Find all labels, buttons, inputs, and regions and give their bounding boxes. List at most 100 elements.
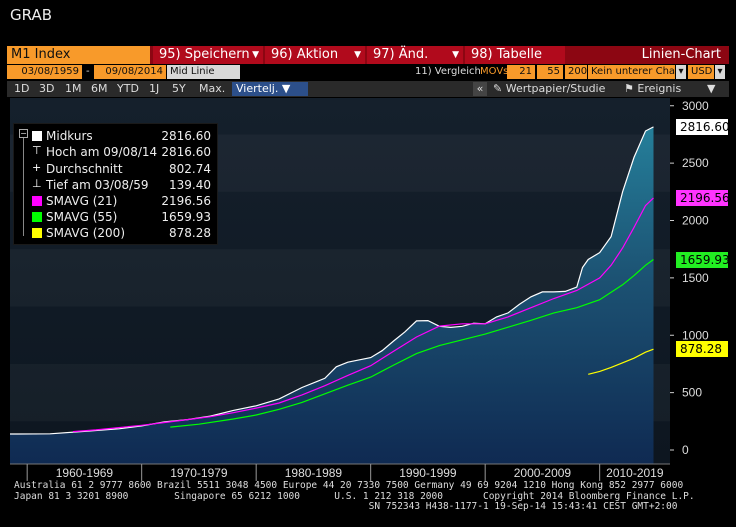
window-title: GRAB [10,6,52,24]
edit-button[interactable]: 97) Änd. ▼ [367,46,463,64]
x-decade-label: 1990-1999 [399,466,457,480]
high-marker-icon: ⊤ [32,144,42,157]
square-icon [32,212,42,222]
legend-label: Hoch am 09/08/14 [46,145,158,159]
chevron-down-icon[interactable]: ▾ [676,65,686,79]
series-line-smavg-21 [72,197,654,433]
last-value-tag-smavg55: 1659.93 [676,251,730,268]
period-6m[interactable]: 6M [91,82,108,95]
action-label: Aktion [296,47,339,62]
series-line-smavg-200 [588,348,654,375]
mov2-field[interactable]: 55 [537,65,563,79]
chevron-down-icon: ▼ [452,50,459,60]
footer-line-3: SN 752343 H438-1177-1 19-Sep-14 15:43:41… [14,501,678,512]
legend-item-low[interactable]: ⊥ Tief am 03/08/59 139.40 [14,177,217,193]
series-line-smavg-55 [170,259,654,428]
period-1m[interactable]: 1M [65,82,82,95]
chevron-down-icon: ▼ [281,82,291,95]
collapse-button[interactable]: « [473,82,487,96]
legend-item-smavg21[interactable]: SMAVG (21) 2196.56 [14,193,217,209]
average-marker-icon: + [32,161,42,174]
last-value-tag-smavg21: 2196.56 [676,189,730,206]
square-icon [32,196,42,206]
legend-value: 802.74 [169,162,211,176]
period-ytd[interactable]: YTD [117,82,139,95]
legend-item-smavg200[interactable]: SMAVG (200) 878.28 [14,225,217,241]
table-button[interactable]: 98) Tabelle [465,46,565,64]
save-as-button[interactable]: 95) Speichern al▼ [153,46,263,80]
events-button[interactable]: ⚑ Ereignis [624,82,681,96]
square-icon [32,131,42,141]
y-tick-label: 2500 [682,156,709,170]
footer-line-2: Japan 81 3 3201 8900 Singapore 65 6212 1… [14,490,695,502]
legend-label: Midkurs [46,129,93,143]
x-decade-label: 2000-2009 [514,466,572,480]
footer-line-1: Australia 61 2 9777 8600 Brazil 5511 304… [14,480,684,491]
mode-select[interactable]: Mid Linie [167,65,240,79]
period-3d[interactable]: 3D [39,82,55,95]
chevron-down-icon: ▼ [354,50,361,60]
legend-tree-line [23,138,24,236]
price-area [10,126,654,465]
legend-label: Tief am 03/08/59 [46,178,149,192]
chevron-down-icon[interactable]: ▾ [715,65,725,79]
chart-type-label: Linien-Chart [641,47,721,62]
last-value-tag-smavg200: 878.28 [676,341,728,358]
table-num: 98) [471,47,493,62]
y-tick-label: 3000 [682,99,709,113]
y-tick-label: 0 [682,443,689,457]
legend-label: SMAVG (55) [46,210,118,224]
legend-value: 1659.93 [161,210,211,224]
mov1-field[interactable]: 21 [507,65,535,79]
action-num: 96) [271,47,293,62]
legend-item-smavg55[interactable]: SMAVG (55) 1659.93 [14,209,217,225]
edit-num: 97) [373,47,395,62]
chevron-down-icon: ▼ [252,50,259,60]
period-1d[interactable]: 1D [14,82,30,95]
start-date-field[interactable]: 03/08/1959 [7,65,82,79]
command-bar: M1 Index 95) Speichern al▼ 96) Aktion ▼ 9… [7,46,729,80]
legend-label: SMAVG (200) [46,226,126,240]
table-label: Tabelle [496,47,542,62]
legend-collapse-icon[interactable]: − [19,129,28,138]
legend-label: SMAVG (21) [46,194,118,208]
legend-value: 139.40 [169,178,211,192]
edit-label: Änd. [398,47,429,62]
movs-label: MOVs [480,66,509,77]
period-row: 1D 3D 1M 6M YTD 1J 5Y Max. Viertelj. ▼ «… [7,81,729,97]
legend: − Midkurs 2816.60 ⊤ Hoch am 09/08/14 281… [13,123,218,245]
period-1j[interactable]: 1J [149,82,160,95]
period-5y[interactable]: 5Y [172,82,186,95]
frequency-label: Viertelj. [236,82,279,95]
security-study-button[interactable]: ✎ Wertpapier/Studie [493,82,605,96]
chevron-down-icon[interactable]: ▼ [707,82,716,95]
x-decade-label: 1980-1989 [285,466,343,480]
action-button[interactable]: 96) Aktion ▼ [265,46,365,64]
security-study-label: Wertpapier/Studie [505,82,606,95]
mov3-field[interactable]: 200 [565,65,587,79]
parameter-row: 03/08/1959 - 09/08/2014 Mid Linie 11) Ve… [7,65,729,79]
last-value-tag-midkurs: 2816.60 [676,118,730,135]
y-tick-label: 2000 [682,214,709,228]
currency-select[interactable]: USD [688,65,714,79]
y-tick-label: 1500 [682,271,709,285]
pencil-icon: ✎ [493,82,503,95]
event-select[interactable]: Kein unterer Cha [588,65,675,79]
y-tick-label: 500 [682,386,702,400]
square-icon [32,228,42,238]
period-max[interactable]: Max. [199,82,226,95]
legend-value: 2816.60 [161,145,211,159]
date-separator: - [86,66,90,77]
legend-item-high[interactable]: ⊤ Hoch am 09/08/14 2816.60 [14,144,217,160]
tag-icon: ⚑ [624,82,634,95]
end-date-field[interactable]: 09/08/2014 [94,65,166,79]
legend-item-midkurs[interactable]: Midkurs 2816.60 [14,128,217,144]
compare-label[interactable]: 11) Vergleich [415,66,481,77]
legend-item-average[interactable]: + Durchschnitt 802.74 [14,161,217,177]
save-as-num: 95) [159,47,181,62]
y-tick-label: 1000 [682,328,709,342]
frequency-select[interactable]: Viertelj. ▼ [232,82,308,96]
x-decade-label: 1970-1979 [170,466,228,480]
low-marker-icon: ⊥ [32,177,42,190]
security-input[interactable]: M1 Index [7,46,150,64]
